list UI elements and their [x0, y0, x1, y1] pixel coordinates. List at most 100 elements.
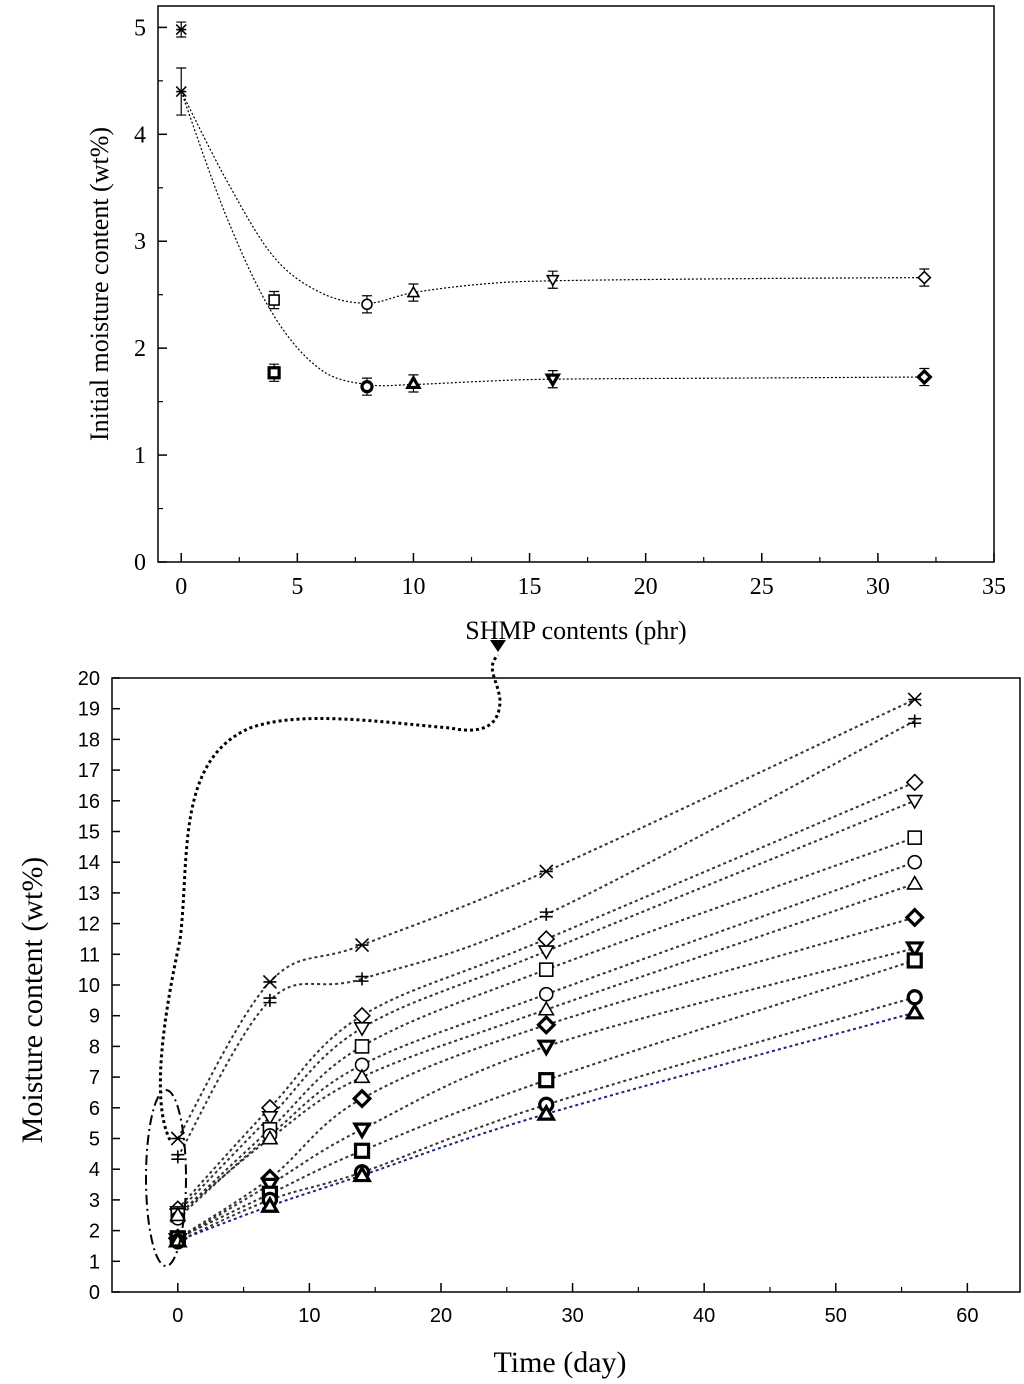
- bottom-y-tick-label: 6: [89, 1098, 100, 1120]
- bottom-data-point: [170, 1131, 185, 1146]
- bottom-x-tick-label: 20: [430, 1305, 452, 1327]
- bottom-y-tick-label: 14: [78, 852, 100, 874]
- bottom-data-point: [352, 1122, 372, 1140]
- top-data-point: [267, 366, 281, 380]
- bottom-series-line-s10: [177, 959, 916, 1240]
- bottom-data-point: [907, 692, 922, 707]
- top-y-tick-label: 0: [134, 550, 146, 576]
- bottom-x-tick-label: 0: [172, 1305, 183, 1327]
- bottom-y-tick-label: 7: [89, 1067, 100, 1089]
- bottom-y-tick-label: 17: [78, 760, 100, 782]
- bottom-x-tick-label: 60: [956, 1305, 978, 1327]
- bottom-y-tick-label: 11: [79, 944, 100, 966]
- bottom-y-tick-label: 4: [89, 1159, 100, 1181]
- top-x-tick-label: 20: [634, 574, 658, 600]
- bottom-data-point: [538, 962, 554, 977]
- bottom-data-point: [904, 941, 925, 959]
- top-y-tick-label: 1: [134, 443, 146, 469]
- top-data-point: [544, 373, 562, 388]
- bottom-x-tick-label: 30: [561, 1305, 583, 1327]
- top-data-point: [361, 298, 373, 311]
- bottom-y-tick-label: 12: [78, 914, 100, 936]
- top-fit-curve-lower: [180, 91, 925, 387]
- top-plot-frame: [157, 5, 995, 563]
- bottom-data-point: [904, 1002, 925, 1020]
- bottom-y-tick-label: 13: [78, 883, 100, 905]
- bottom-y-tick-label: 18: [78, 729, 100, 751]
- bottom-data-point: [538, 986, 554, 1002]
- bottom-series-line-s2: [176, 720, 916, 1158]
- bottom-y-tick-label: 10: [78, 975, 100, 997]
- bottom-data-point: [261, 1111, 279, 1126]
- bottom-y-tick-label: 2: [89, 1221, 100, 1243]
- bottom-data-point: [906, 874, 924, 890]
- top-data-point: [545, 274, 560, 287]
- bottom-data-point: [538, 1072, 555, 1089]
- top-x-tick-label: 35: [982, 574, 1006, 600]
- bottom-data-point: [536, 1014, 557, 1035]
- bottom-y-tick-label: 1: [89, 1251, 100, 1273]
- bottom-data-point: [354, 1039, 370, 1054]
- top-data-point: [916, 368, 933, 386]
- bottom-y-tick-label: 16: [78, 791, 100, 813]
- bottom-y-axis-label: Moisture content (wt%): [16, 857, 49, 1144]
- top-y-tick-label: 2: [134, 336, 146, 362]
- top-x-tick-label: 15: [518, 574, 542, 600]
- bottom-data-point: [259, 1195, 280, 1213]
- bottom-y-tick-label: 19: [78, 699, 100, 721]
- top-series: [175, 21, 933, 396]
- bottom-data-point: [353, 1068, 371, 1084]
- bottom-y-tick-label: 15: [78, 822, 100, 844]
- bottom-data-point: [537, 1000, 555, 1016]
- top-y-tick-label: 3: [134, 229, 146, 255]
- bottom-data-point: [261, 1129, 279, 1145]
- bottom-data-point: [539, 864, 554, 879]
- top-data-point: [917, 270, 932, 285]
- top-x-tick-label: 25: [750, 574, 774, 600]
- top-x-tick-label: 10: [401, 574, 425, 600]
- bottom-series-line-s5: [177, 836, 916, 1217]
- bottom-series-line-s9: [177, 947, 915, 1241]
- bottom-data-point: [353, 1142, 371, 1159]
- annotation-arrowhead: [490, 640, 506, 652]
- annotation-arrow-line: [158, 653, 502, 1141]
- bottom-y-tick-label: 0: [89, 1282, 100, 1304]
- top-data-point: [175, 23, 187, 36]
- bottom-y-tick-label: 9: [89, 1006, 100, 1028]
- top-x-tick-label: 30: [866, 574, 890, 600]
- bottom-data-point: [536, 1103, 557, 1121]
- top-y-tick-label: 5: [134, 15, 146, 41]
- bottom-data-point: [353, 1006, 371, 1025]
- top-x-tick-label: 0: [175, 574, 187, 600]
- bottom-y-tick-label: 20: [78, 668, 100, 690]
- bottom-data-point: [906, 794, 924, 810]
- bottom-y-tick-label: 3: [89, 1190, 100, 1212]
- bottom-data-point: [351, 1088, 373, 1109]
- bottom-series: [167, 692, 925, 1251]
- bottom-series-line-s7: [177, 882, 916, 1217]
- bottom-y-tick-label: 5: [89, 1129, 100, 1151]
- bottom-series-line-s11: [177, 996, 915, 1243]
- bottom-data-point: [906, 952, 923, 969]
- bottom-data-point: [908, 714, 922, 728]
- bottom-x-tick-label: 10: [298, 1305, 320, 1327]
- bottom-series-line-s3: [177, 781, 916, 1210]
- top-y-axis-label: Initial moisture content (wt%): [85, 127, 114, 441]
- bottom-series-line-s6: [177, 861, 916, 1220]
- bottom-x-axis-label: Time (day): [493, 1346, 626, 1379]
- top-data-point: [268, 294, 280, 306]
- bottom-data-point: [539, 907, 553, 921]
- bottom-plot-frame: [111, 677, 1021, 1293]
- top-data-point: [406, 285, 421, 298]
- bottom-data-point: [262, 974, 277, 989]
- top-data-point: [360, 380, 374, 394]
- bottom-axes: 0 10 20 30 40 50 60012345678910111213141516171…: [78, 668, 979, 1327]
- bottom-data-point: [263, 993, 277, 1007]
- bottom-data-point: [354, 938, 370, 953]
- bottom-data-point: [169, 1206, 187, 1222]
- day0-highlight-ellipse: [145, 1089, 187, 1267]
- bottom-data-point: [537, 930, 556, 948]
- bottom-x-tick-label: 40: [693, 1305, 715, 1327]
- top-x-tick-label: 5: [291, 574, 303, 600]
- bottom-y-tick-label: 8: [89, 1036, 100, 1058]
